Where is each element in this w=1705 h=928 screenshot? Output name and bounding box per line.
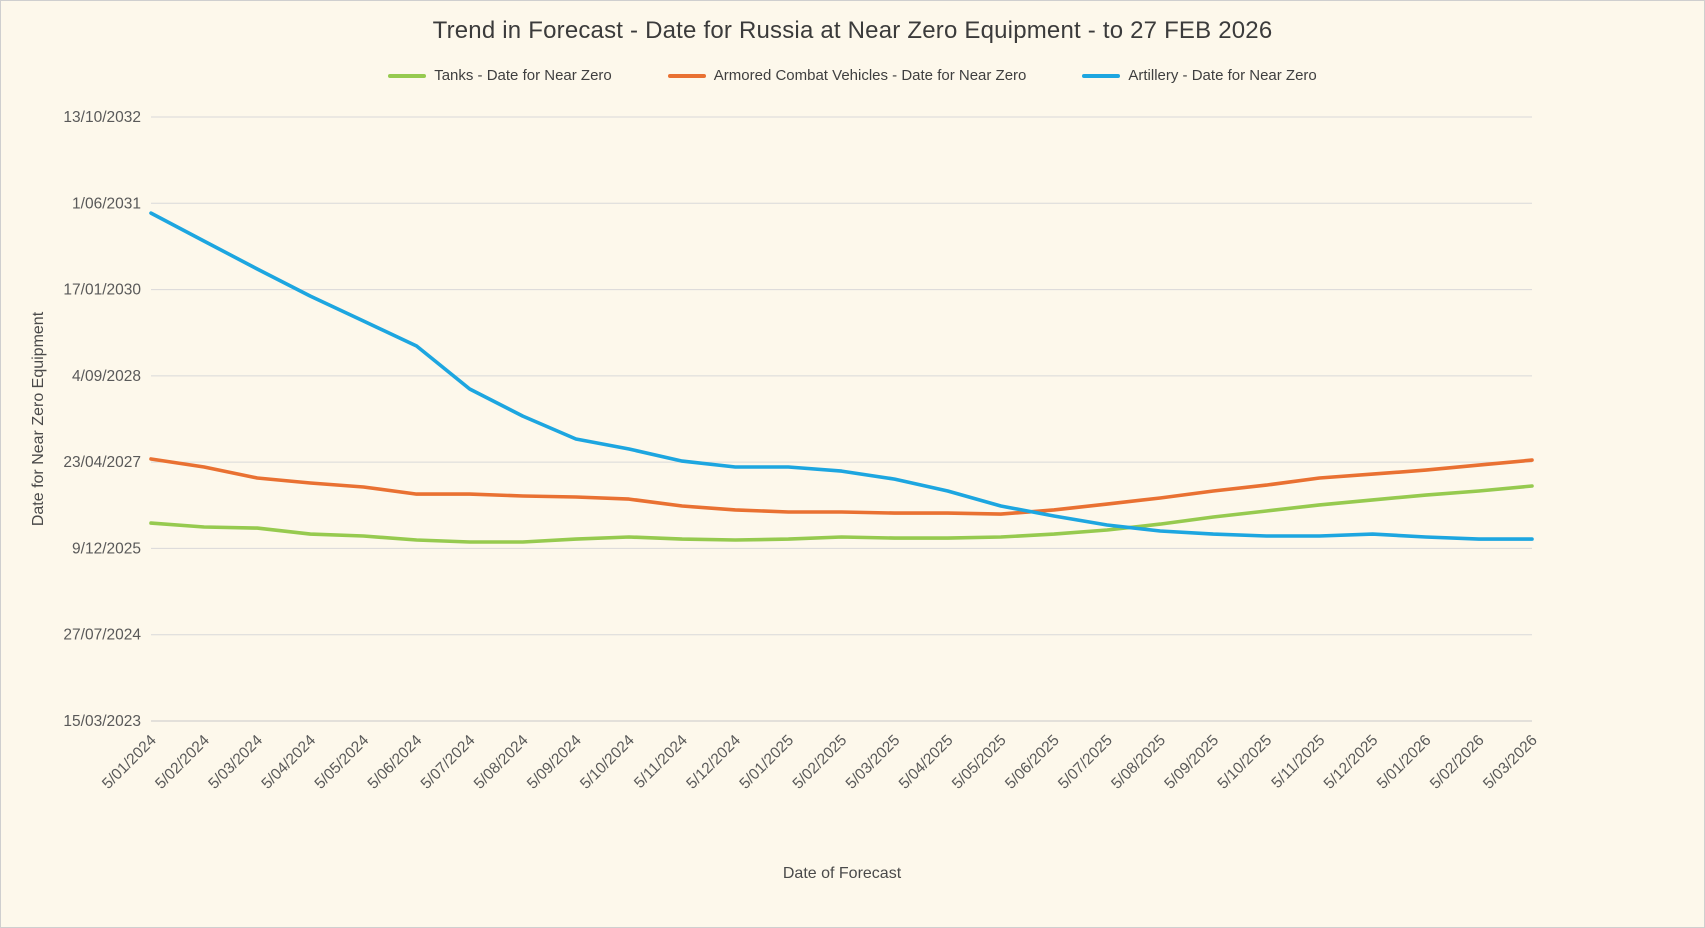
y-tick-label: 13/10/2032 (63, 109, 141, 126)
series-line-armored (149, 457, 1534, 516)
x-tick-label: 5/01/2024 (99, 732, 160, 793)
x-tick-label: 5/01/2025 (736, 732, 797, 793)
x-tick-label: 5/05/2025 (949, 732, 1010, 793)
y-axis-title: Date for Near Zero Equipment (30, 311, 47, 527)
legend-label: Tanks - Date for Near Zero (434, 67, 612, 84)
legend-item-artillery: Artillery - Date for Near Zero (1082, 67, 1317, 84)
y-tick-label: 23/04/2027 (63, 454, 141, 471)
x-tick-label: 5/09/2025 (1161, 732, 1222, 793)
x-tick-label: 5/10/2025 (1214, 732, 1275, 793)
y-tick-label: 15/03/2023 (63, 713, 141, 730)
y-tick-label: 1/06/2031 (72, 195, 141, 212)
x-tick-label: 5/08/2025 (1108, 732, 1169, 793)
y-tick-label: 17/01/2030 (63, 282, 141, 299)
x-tick-label: 5/06/2025 (1002, 732, 1063, 793)
x-tick-label: 5/04/2025 (896, 732, 957, 793)
series-line-tanks (149, 484, 1534, 544)
x-tick-label: 5/01/2026 (1374, 732, 1435, 793)
x-tick-label: 5/03/2025 (843, 732, 904, 793)
x-tick-label: 5/03/2024 (205, 732, 266, 793)
legend-item-armored: Armored Combat Vehicles - Date for Near … (667, 67, 1027, 84)
x-tick-label: 5/02/2025 (790, 732, 851, 793)
x-tick-label: 5/02/2024 (152, 732, 213, 793)
x-tick-label: 5/04/2024 (258, 732, 319, 793)
y-tick-label: 27/07/2024 (63, 627, 141, 644)
x-tick-label: 5/12/2025 (1321, 732, 1382, 793)
x-tick-label: 5/10/2024 (577, 732, 638, 793)
x-tick-label: 5/09/2024 (524, 732, 585, 793)
legend-swatch (667, 73, 706, 78)
x-tick-label: 5/11/2024 (631, 732, 691, 792)
x-tick-label: 5/02/2026 (1427, 732, 1488, 793)
x-axis-title: Date of Forecast (782, 865, 902, 882)
x-tick-label: 5/08/2024 (471, 732, 532, 793)
x-tick-label: 5/11/2025 (1268, 732, 1328, 792)
legend-swatch (388, 73, 427, 78)
x-tick-label: 5/03/2026 (1480, 732, 1541, 793)
x-tick-label: 5/06/2024 (365, 732, 426, 793)
x-tick-label: 5/12/2024 (683, 732, 744, 793)
legend-item-tanks: Tanks - Date for Near Zero (388, 67, 612, 84)
x-tick-label: 5/07/2024 (418, 732, 479, 793)
chart-legend: Tanks - Date for Near Zero Armored Combat… (1, 67, 1704, 84)
y-tick-label: 9/12/2025 (72, 540, 141, 557)
series-line-artillery (149, 211, 1534, 541)
legend-swatch (1082, 73, 1121, 78)
legend-label: Armored Combat Vehicles - Date for Near … (713, 67, 1027, 84)
x-tick-label: 5/05/2024 (312, 732, 373, 793)
chart-title: Trend in Forecast - Date for Russia at N… (432, 17, 1273, 44)
legend-label: Artillery - Date for Near Zero (1128, 67, 1317, 84)
y-tick-label: 4/09/2028 (72, 368, 141, 385)
x-tick-label: 5/07/2025 (1055, 732, 1116, 793)
